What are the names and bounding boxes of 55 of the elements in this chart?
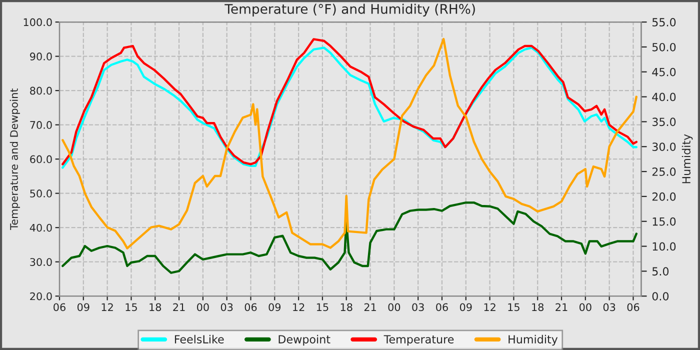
line-series	[62, 38, 638, 250]
x-tick-label: 12	[484, 303, 496, 311]
x-tick-label: 03	[220, 303, 233, 312]
y-tick-label: 60.0	[30, 155, 52, 164]
y2-tick-label: 35.0	[652, 118, 676, 126]
y2-tick-label: 40.0	[652, 92, 676, 102]
chart-title: Temperature (°F) and Humidity (RH%)	[224, 4, 475, 16]
legend-label: Temperature	[384, 335, 454, 346]
y2-tick-label: 50.0	[652, 42, 676, 52]
x-tick-label: 12	[102, 303, 113, 311]
x-tick-label: 21	[364, 303, 376, 311]
x-tick-label: 03	[603, 303, 616, 312]
y2-tick-label: 55.0	[652, 18, 676, 26]
y2-tick-label: 0.0	[652, 292, 669, 300]
y2-tick-label: 5.0	[652, 267, 669, 276]
y-tick-label: 20.0	[30, 292, 52, 300]
y-tick-label: 40.0	[30, 224, 52, 232]
legend-label: FeelsLike	[174, 334, 224, 344]
x-tick-label: 18	[532, 303, 544, 312]
x-tick-label: 06	[436, 303, 448, 312]
legend-label: Dewpoint	[278, 334, 330, 346]
x-tick-label: 15	[508, 303, 520, 312]
y2-axis-title: Humidity	[682, 134, 693, 184]
y-tick-label: 80.0	[30, 86, 52, 95]
y-tick-label: 90.0	[30, 52, 52, 60]
y2-tick-label: 25.0	[652, 168, 676, 176]
legend-label: Humidity	[508, 334, 558, 346]
y-tick-label: 50.0	[30, 190, 52, 198]
x-tick-label: 18	[340, 303, 352, 312]
x-tick-label: 21	[556, 303, 568, 311]
x-tick-label: 09	[460, 303, 472, 312]
x-tick-label: 15	[126, 303, 137, 312]
y2-tick-label: 45.0	[652, 68, 676, 76]
y-tick-label: 100.0	[24, 18, 52, 26]
y2-tick-label: 30.0	[652, 142, 676, 151]
y2-tick-label: 10.0	[652, 242, 676, 251]
x-tick-label: 15	[316, 303, 328, 312]
y2-tick-label: 15.0	[652, 217, 676, 226]
x-tick-label: 09	[77, 303, 90, 312]
x-tick-label: 06	[244, 303, 257, 312]
x-tick-label: 06	[627, 303, 640, 312]
x-tick-label: 18	[150, 303, 162, 312]
x-tick-label: 21	[173, 303, 185, 311]
y-tick-label: 70.0	[30, 121, 52, 129]
x-tick-label: 12	[293, 303, 304, 311]
x-tick-label: 00	[579, 303, 592, 312]
line-series	[62, 201, 638, 274]
y-tick-label: 30.0	[30, 258, 52, 266]
x-tick-label: 03	[412, 303, 424, 312]
x-tick-label: 09	[268, 303, 281, 312]
x-tick-label: 00	[388, 303, 400, 312]
x-tick-label: 06	[54, 303, 66, 312]
y2-tick-label: 20.0	[652, 192, 676, 201]
y-axis-title: Temperature and Dewpoint	[10, 88, 20, 230]
x-tick-label: 00	[196, 303, 209, 312]
